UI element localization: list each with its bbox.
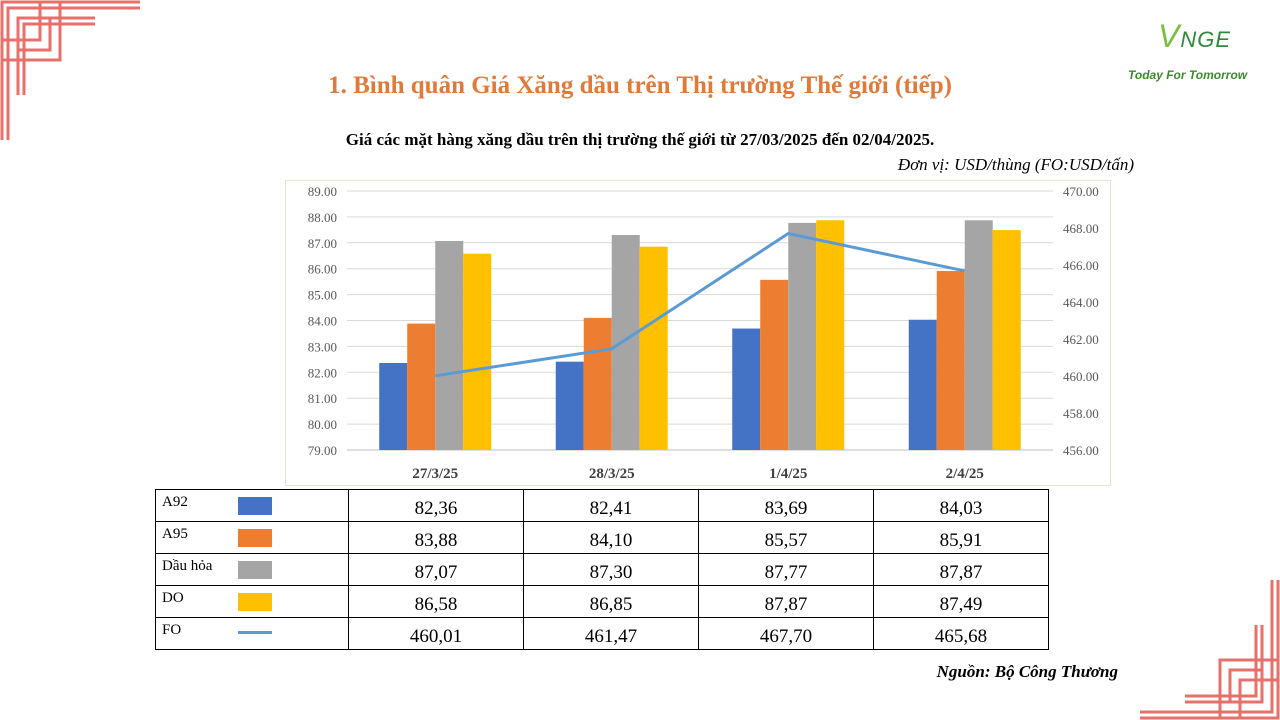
y-tick-label: 81.00	[308, 391, 337, 406]
table-cell: 83,69	[698, 489, 874, 522]
y-tick-label: 86.00	[308, 262, 337, 277]
x-tick-label: 2/4/25	[946, 466, 984, 482]
logo-text: NGE	[1180, 27, 1232, 52]
line-fo	[435, 232, 966, 378]
series-name: A92	[162, 494, 188, 510]
table-cell: 87,87	[698, 585, 874, 618]
table-cell: 87,77	[698, 553, 874, 586]
table-cell: 461,47	[523, 617, 699, 650]
bar-do	[816, 220, 845, 450]
y-tick-label: 79.00	[308, 443, 337, 458]
legend-swatch	[238, 529, 272, 547]
logo-tagline: Today For Tomorrow	[1128, 68, 1248, 82]
table-cell: 82,36	[348, 489, 524, 522]
table-cell: 87,87	[873, 553, 1049, 586]
corner-decoration-top-left	[0, 0, 140, 140]
bar-a95	[407, 323, 436, 450]
y2-tick-label: 462.00	[1063, 332, 1099, 347]
bar-do	[463, 253, 492, 450]
legend-swatch	[238, 561, 272, 579]
y-tick-label: 80.00	[308, 417, 337, 432]
logo-v: V	[1158, 18, 1181, 54]
table-cell: 86,85	[523, 585, 699, 618]
y2-tick-label: 468.00	[1063, 221, 1099, 236]
y-tick-label: 83.00	[308, 339, 337, 354]
bar-a92	[555, 361, 584, 450]
series-name: FO	[162, 622, 182, 638]
data-table: A92 82,36 82,41 83,69 84,03 A95 83,88 84,10 85,5…	[155, 489, 1049, 650]
table-cell: 84,10	[523, 521, 699, 554]
table-cell: 467,70	[698, 617, 874, 650]
table-cell: 83,88	[348, 521, 524, 554]
bar-do	[992, 230, 1021, 450]
y2-tick-label: 470.00	[1063, 184, 1099, 199]
unit-note: Đơn vị: USD/thùng (FO:USD/tấn)	[897, 155, 1134, 174]
y2-tick-label: 466.00	[1063, 258, 1099, 273]
y-tick-label: 84.00	[308, 314, 337, 329]
x-tick-label: 1/4/25	[769, 466, 807, 482]
y-tick-label: 88.00	[308, 210, 337, 225]
series-label-cell: Dầu hỏa	[155, 553, 349, 586]
table-cell: 465,68	[873, 617, 1049, 650]
y2-tick-label: 460.00	[1063, 369, 1099, 384]
table-cell: 87,49	[873, 585, 1049, 618]
bar-a95	[936, 271, 965, 450]
table-cell: 87,07	[348, 553, 524, 586]
logo: VNGE	[1158, 18, 1231, 55]
y2-tick-label: 456.00	[1063, 443, 1099, 458]
bar-do	[639, 246, 668, 450]
legend-swatch	[238, 497, 272, 515]
x-tick-label: 27/3/25	[412, 466, 458, 482]
y2-tick-label: 464.00	[1063, 295, 1099, 310]
bar-dầu-hỏa	[964, 220, 993, 450]
series-label-cell: A95	[155, 521, 349, 554]
y-tick-label: 87.00	[308, 236, 337, 251]
table-cell: 87,30	[523, 553, 699, 586]
x-tick-label: 28/3/25	[589, 466, 635, 482]
y-tick-label: 82.00	[308, 365, 337, 380]
bar-a95	[583, 317, 612, 450]
series-name: DO	[162, 590, 184, 606]
table-row: A92 82,36 82,41 83,69 84,03	[155, 489, 1049, 522]
bar-a92	[379, 362, 408, 450]
table-cell: 85,57	[698, 521, 874, 554]
table-cell: 84,03	[873, 489, 1049, 522]
table-cell: 82,41	[523, 489, 699, 522]
bar-a92	[908, 319, 937, 450]
series-name: A95	[162, 526, 188, 542]
legend-swatch	[238, 593, 272, 611]
corner-decoration-bottom-right	[1140, 580, 1280, 720]
series-label-cell: FO	[155, 617, 349, 650]
bar-dầu-hỏa	[788, 222, 817, 450]
bar-dầu-hỏa	[435, 240, 464, 450]
table-row: Dầu hỏa 87,07 87,30 87,77 87,87	[155, 553, 1049, 586]
table-row: A95 83,88 84,10 85,57 85,91	[155, 521, 1049, 554]
table-cell: 460,01	[348, 617, 524, 650]
bar-a95	[760, 279, 789, 450]
price-chart: 79.00 80.00 81.00 82.00 83.00 84.00 85.00 86.00…	[285, 180, 1111, 486]
table-cell: 86,58	[348, 585, 524, 618]
page-title: 1. Bình quân Giá Xăng dầu trên Thị trườn…	[328, 72, 952, 99]
table-row: DO 86,58 86,85 87,87 87,49	[155, 585, 1049, 618]
series-label-cell: DO	[155, 585, 349, 618]
source-note: Nguồn: Bộ Công Thương	[936, 662, 1118, 681]
y-tick-label: 89.00	[308, 184, 337, 199]
y-tick-label: 85.00	[308, 288, 337, 303]
series-name: Dầu hỏa	[162, 558, 213, 574]
chart-subtitle: Giá các mặt hàng xăng dầu trên thị trườn…	[345, 130, 935, 149]
table-cell: 85,91	[873, 521, 1049, 554]
bar-dầu-hỏa	[611, 235, 640, 450]
y2-tick-label: 458.00	[1063, 406, 1099, 421]
table-row: FO 460,01 461,47 467,70 465,68	[155, 617, 1049, 650]
legend-swatch	[238, 631, 272, 634]
series-label-cell: A92	[155, 489, 349, 522]
bar-a92	[732, 328, 761, 450]
